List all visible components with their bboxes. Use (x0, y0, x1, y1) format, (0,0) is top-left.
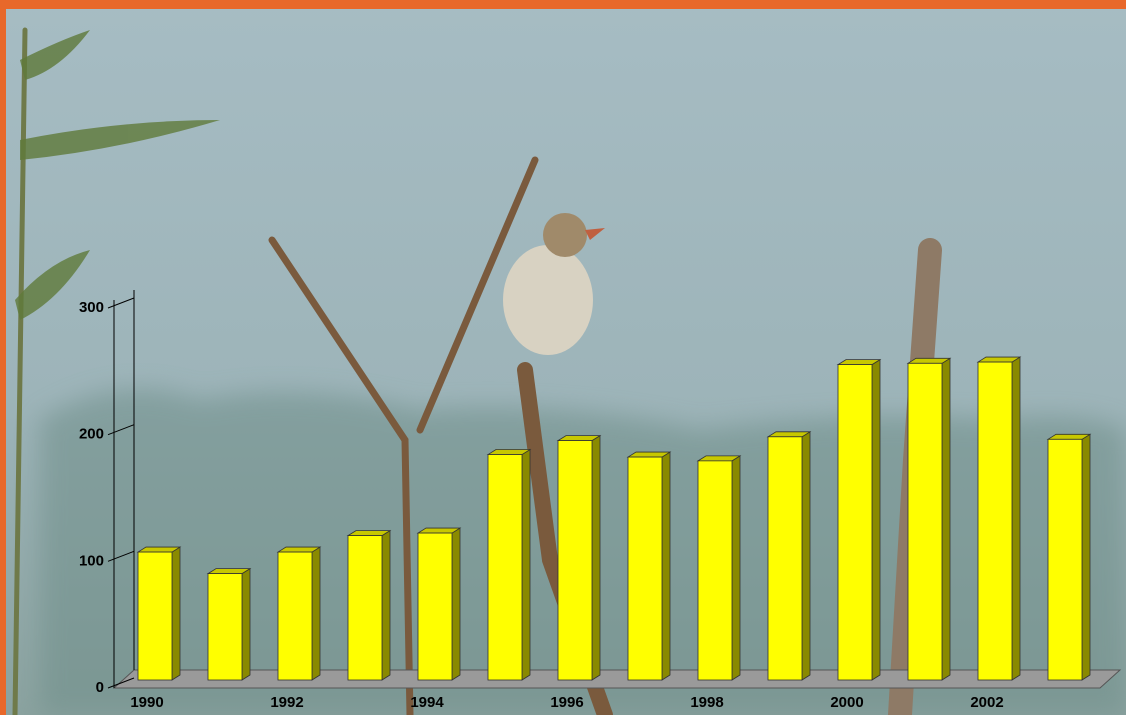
y-tick-label: 0 (96, 679, 104, 696)
bar-side (802, 432, 810, 680)
y-tick-label: 100 (79, 552, 104, 569)
bar (978, 362, 1012, 680)
floor (114, 670, 1120, 688)
x-tick-label: 2002 (970, 694, 1003, 711)
bar (558, 441, 592, 680)
bar-side (312, 547, 320, 680)
bar-top (978, 357, 1020, 362)
bar-side (732, 456, 740, 680)
bar (418, 533, 452, 680)
x-tick-label: 1994 (410, 694, 444, 711)
bar-top (418, 528, 460, 533)
x-tick-label: 2000 (830, 694, 863, 711)
bar-side (242, 569, 250, 680)
bar-side (1082, 434, 1090, 680)
x-tick-label: 1990 (130, 694, 163, 711)
bar-top (628, 452, 670, 457)
left-border (0, 0, 6, 715)
bar-top (838, 360, 880, 365)
bar (1048, 439, 1082, 680)
bar (768, 437, 802, 680)
bar (208, 574, 242, 680)
bar-top (1048, 434, 1090, 439)
x-tick-label: 1998 (690, 694, 723, 711)
bar-side (172, 547, 180, 680)
bar (348, 536, 382, 680)
bar-top (488, 450, 530, 455)
bar-side (942, 358, 950, 680)
bar-side (452, 528, 460, 680)
bar-side (662, 452, 670, 680)
bar (838, 365, 872, 680)
chart: 0 100 200 300 1990 1992 1994 1996 1998 2000 2002 (0, 0, 1126, 715)
bar-top (278, 547, 320, 552)
bar-top (208, 569, 250, 574)
bar (908, 363, 942, 680)
bar (138, 552, 172, 680)
x-tick-label: 1992 (270, 694, 303, 711)
bar-side (382, 531, 390, 680)
bar-side (592, 436, 600, 680)
bar-top (558, 436, 600, 441)
bar (488, 455, 522, 680)
bar-side (1012, 357, 1020, 680)
bar-top (138, 547, 180, 552)
bar-top (908, 358, 950, 363)
bar (628, 457, 662, 680)
y-tick-label: 200 (79, 426, 104, 443)
bar-top (768, 432, 810, 437)
bar-side (872, 360, 880, 680)
bar-top (348, 531, 390, 536)
x-tick-label: 1996 (550, 694, 583, 711)
bar (698, 461, 732, 680)
bar-top (698, 456, 740, 461)
y-tick-label: 300 (79, 299, 104, 316)
bar-side (522, 450, 530, 680)
bar (278, 552, 312, 680)
page: 01002003001990199219941996199820002002 (… (0, 0, 1126, 715)
top-border (0, 0, 1126, 9)
